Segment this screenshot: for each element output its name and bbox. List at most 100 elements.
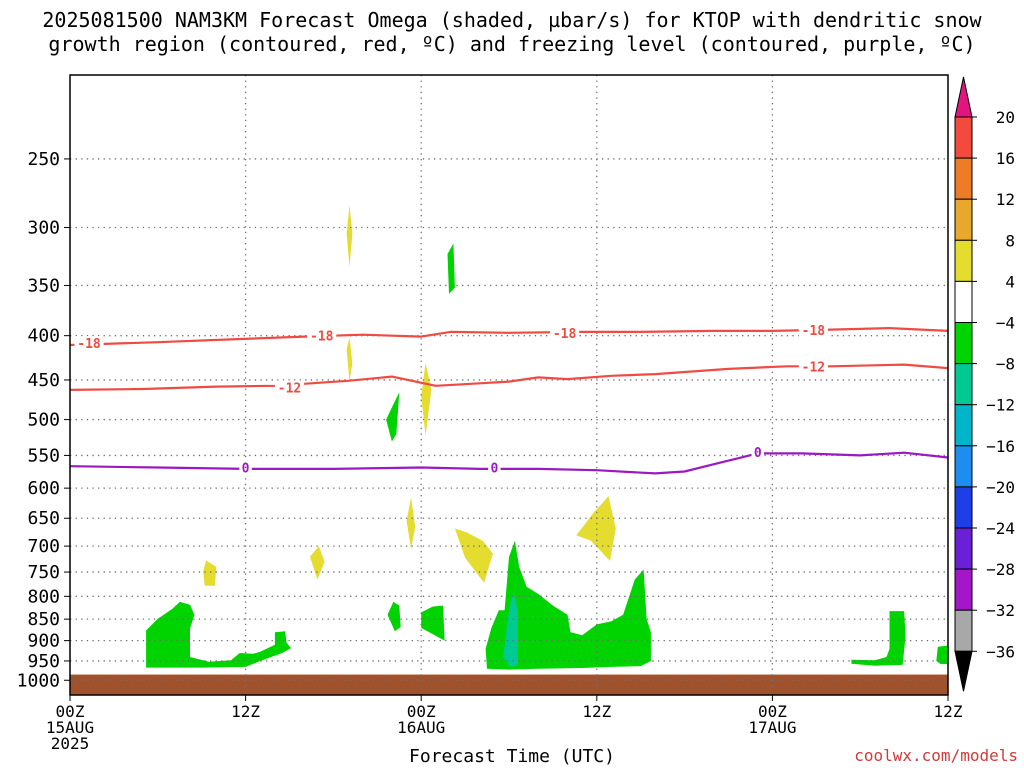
colorbar-label: 12 xyxy=(996,190,1015,209)
colorbar-label: −16 xyxy=(986,437,1015,456)
y-tick-label: 550 xyxy=(27,445,60,466)
contour-label: -18 xyxy=(553,327,577,342)
omega-region xyxy=(421,605,445,641)
contour-label-bg xyxy=(488,460,501,475)
colorbar-label: −24 xyxy=(986,519,1015,538)
colorbar-bin xyxy=(954,486,973,529)
contour-label: -18 xyxy=(802,324,826,339)
contour-label-bg xyxy=(307,328,337,343)
omega-region xyxy=(576,496,616,561)
omega-region xyxy=(203,560,217,586)
colorbar-bin xyxy=(954,116,973,159)
x-tick-label: 2025 xyxy=(51,734,90,753)
colorbar-label: −8 xyxy=(996,355,1015,374)
contour-label-bg xyxy=(798,359,828,374)
omega-region xyxy=(310,546,325,580)
y-tick-label: 900 xyxy=(27,631,60,652)
y-tick-label: 250 xyxy=(27,149,60,170)
contour-label-bg xyxy=(274,380,305,395)
frame-border xyxy=(69,74,949,696)
source-credit: coolwx.com/models xyxy=(854,746,1018,765)
omega-region xyxy=(454,528,493,583)
x-tick-label: 17AUG xyxy=(748,718,796,737)
colorbar-bin xyxy=(954,445,973,488)
y-tick-label: 400 xyxy=(27,326,60,347)
y-tick-label: 700 xyxy=(27,536,60,557)
y-tick-label: 850 xyxy=(27,609,60,630)
colorbar-bin xyxy=(954,198,973,241)
axis-labels: 2503003504004505005506006507007508008509… xyxy=(17,149,963,753)
contour-label-bg xyxy=(798,322,828,337)
colorbar-label: 8 xyxy=(1005,231,1015,250)
omega-region xyxy=(421,362,432,436)
y-tick-label: 950 xyxy=(27,651,60,672)
omega-region xyxy=(485,540,651,670)
y-tick-label: 750 xyxy=(27,562,60,583)
y-tick-label: 800 xyxy=(27,586,60,607)
contour-label: 0 xyxy=(490,462,498,477)
omega-region xyxy=(387,601,401,632)
omega-region xyxy=(146,601,291,668)
colorbar: 20 16 12 8 4 −4 −8 −12 −16 −20 −24 −28 −32 −36 xyxy=(954,76,1015,692)
contour-label: -18 xyxy=(77,337,101,352)
omega-region xyxy=(346,337,353,382)
x-tick-label: 12Z xyxy=(582,702,611,721)
colorbar-label: −12 xyxy=(986,396,1015,415)
colorbar-bin xyxy=(954,239,973,282)
x-tick-label: 12Z xyxy=(231,702,260,721)
colorbar-bin xyxy=(954,157,973,200)
colorbar-bin xyxy=(954,568,973,611)
colorbar-bin xyxy=(954,404,973,447)
colorbar-bin xyxy=(954,609,973,652)
contour-label: -12 xyxy=(802,360,825,375)
colorbar-label: −36 xyxy=(986,642,1015,661)
contour-label: 0 xyxy=(242,462,250,477)
omega-region xyxy=(503,591,518,668)
contour-label-bg xyxy=(751,444,764,459)
omega-shading-layer xyxy=(146,205,948,670)
ground-layer xyxy=(70,674,948,695)
contour-label: -12 xyxy=(278,381,301,396)
colorbar-bin xyxy=(954,363,973,406)
grid-layer xyxy=(70,75,948,695)
omega-region xyxy=(447,243,455,294)
chart-title-line-2: growth region (contoured, red, ºC) and f… xyxy=(48,32,976,56)
colorbar-label: 16 xyxy=(996,149,1015,168)
colorbar-label: −28 xyxy=(986,560,1015,579)
x-tick-label: 16AUG xyxy=(397,718,445,737)
ground-fill xyxy=(70,674,948,695)
x-axis-title: Forecast Time (UTC) xyxy=(409,746,615,767)
y-tick-label: 650 xyxy=(27,508,60,529)
contour-label-bg xyxy=(74,336,104,351)
omega-region xyxy=(386,392,400,442)
x-tick-label: 00Z xyxy=(758,702,787,721)
contour-label: 0 xyxy=(754,446,762,461)
contour-label-bg xyxy=(239,460,252,475)
colorbar-bin xyxy=(954,280,973,323)
y-tick-label: 600 xyxy=(27,478,60,499)
colorbar-label: 20 xyxy=(996,108,1015,127)
y-tick-label: 500 xyxy=(27,410,60,431)
colorbar-label: 4 xyxy=(1005,272,1015,291)
x-tick-label: 00Z xyxy=(56,702,85,721)
x-tick-label: 00Z xyxy=(407,702,436,721)
colorbar-label: −20 xyxy=(986,478,1015,497)
y-tick-label: 450 xyxy=(27,370,60,391)
contour-layer: -18 -18 -18 -18 -12 -12 0 0 0 xyxy=(69,322,949,477)
chart-title-line-1: 2025081500 NAM3KM Forecast Omega (shaded… xyxy=(42,8,982,32)
colorbar-top-arrow xyxy=(954,76,973,118)
plot-frame xyxy=(69,74,949,696)
omega-region xyxy=(406,497,416,549)
x-tick-label: 12Z xyxy=(934,702,963,721)
contour-label: -18 xyxy=(310,330,334,345)
y-tick-label: 350 xyxy=(27,275,60,296)
colorbar-label: −4 xyxy=(996,314,1015,333)
colorbar-bottom-arrow xyxy=(954,650,973,692)
colorbar-bin xyxy=(954,527,973,570)
colorbar-bin xyxy=(954,322,973,365)
y-tick-label: 1000 xyxy=(17,670,60,691)
freezing-level-contour xyxy=(69,451,949,475)
omega-region xyxy=(936,645,948,665)
dgz-contour xyxy=(69,363,949,391)
